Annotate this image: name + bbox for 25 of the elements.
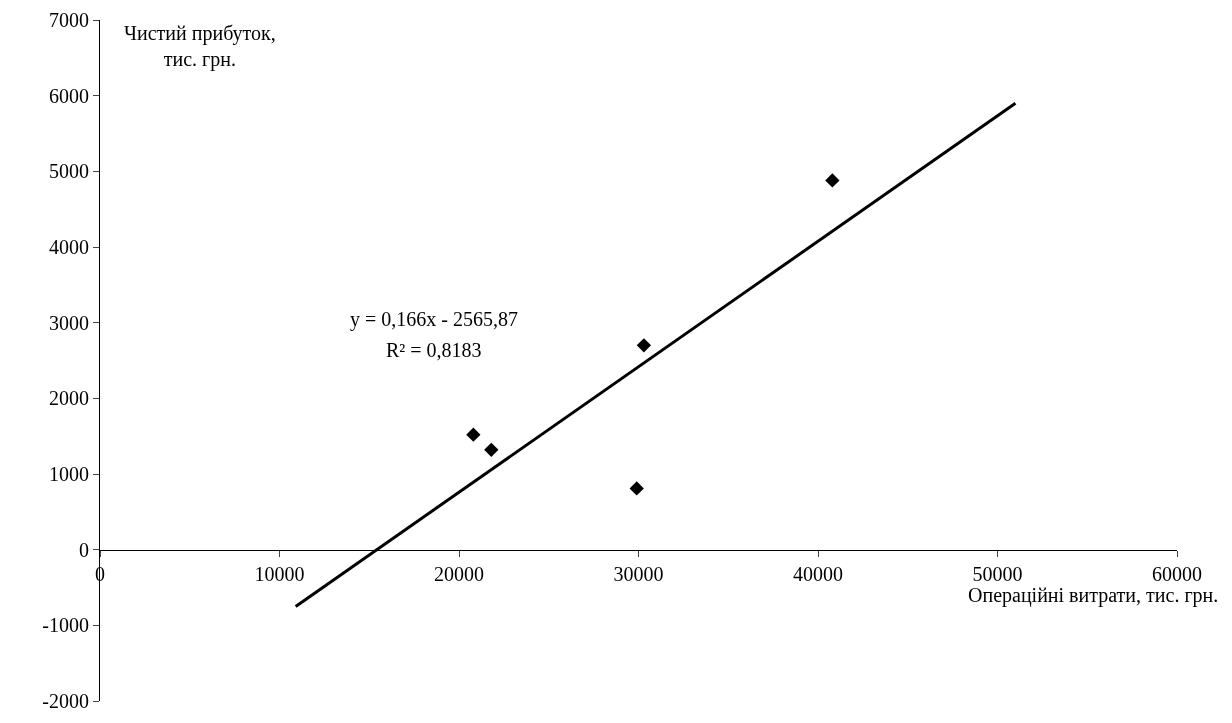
y-tick-label: 7000 bbox=[49, 9, 89, 31]
x-tick-label: 40000 bbox=[793, 562, 843, 585]
y-tick-label: 6000 bbox=[49, 84, 89, 107]
x-tick-label: 10000 bbox=[254, 562, 305, 585]
annotation: R² = 0,8183 bbox=[386, 339, 482, 361]
x-tick-label: 30000 bbox=[613, 562, 664, 585]
point bbox=[484, 442, 499, 457]
annotation: y = 0,166x - 2565,87 bbox=[350, 308, 518, 331]
y-axis-title: Чистий прибуток, тис. грн. bbox=[124, 22, 276, 71]
y-tick-label: 4000 bbox=[49, 236, 89, 258]
y-tick-label: -1000 bbox=[42, 614, 89, 637]
y-tick-label: 3000 bbox=[49, 311, 89, 334]
y-tick-label: 5000 bbox=[49, 160, 89, 183]
point bbox=[629, 481, 644, 496]
x-tick-label: 20000 bbox=[434, 562, 484, 585]
y-tick-label: -2000 bbox=[42, 690, 89, 712]
y-tick-label: 0 bbox=[79, 538, 89, 561]
x-tick-label: 60000 bbox=[1152, 562, 1202, 585]
x-tick-label: 50000 bbox=[972, 562, 1023, 585]
y-tick-label: 2000 bbox=[49, 387, 89, 410]
point bbox=[825, 173, 840, 188]
y-tick-label: 1000 bbox=[49, 463, 89, 485]
point bbox=[636, 338, 652, 353]
x-axis-title: Операційні витрати, тис. грн. bbox=[968, 584, 1219, 607]
point bbox=[466, 427, 481, 442]
